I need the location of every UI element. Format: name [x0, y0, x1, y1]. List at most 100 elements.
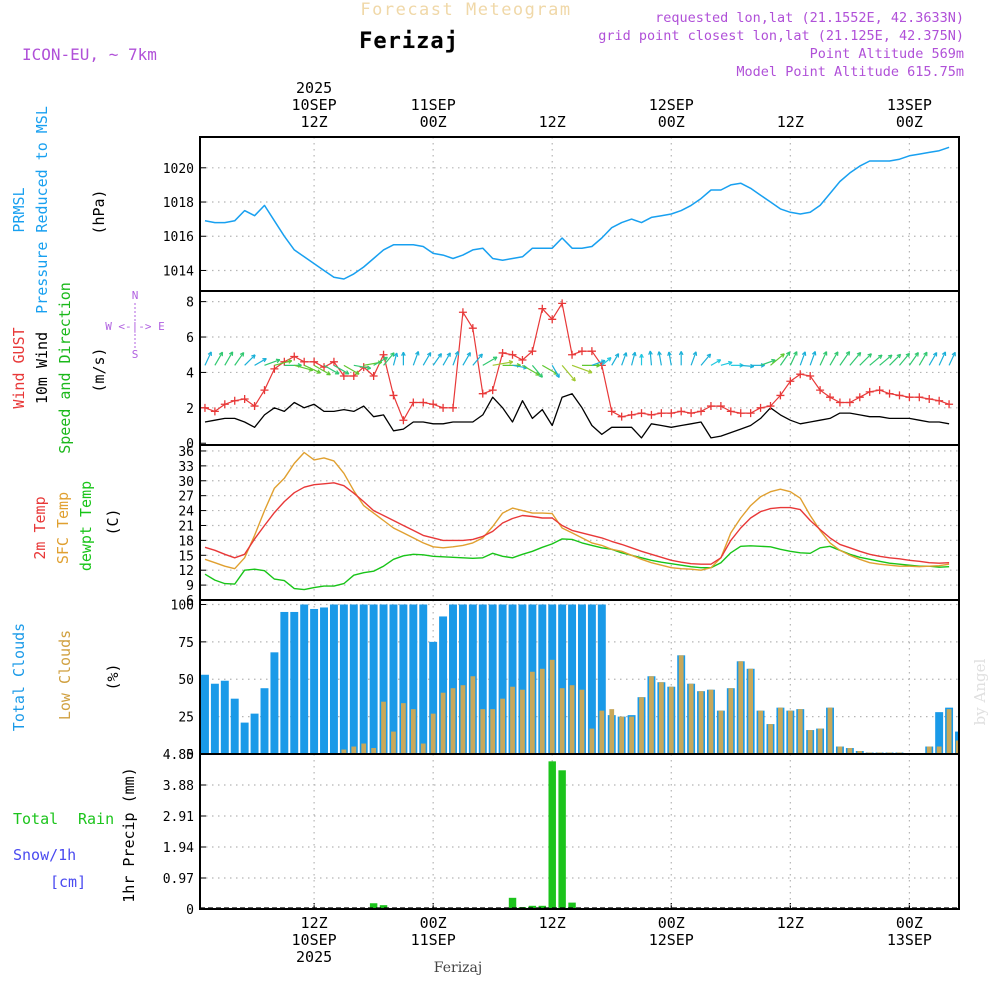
gust-marker [697, 407, 706, 416]
wind-arrow-shaft [522, 364, 540, 376]
total-cloud-bar [349, 604, 358, 754]
gust-marker [607, 407, 616, 416]
wind-arrow-head [492, 356, 498, 361]
total-clouds-label: Total Clouds [10, 623, 28, 731]
rain-bar [538, 905, 547, 909]
low-cloud-bar [480, 709, 486, 754]
time-axis-label: 13SEP [887, 96, 932, 114]
total-cloud-bar [587, 604, 596, 754]
low-cloud-bar [738, 661, 744, 754]
total-cloud-bar [478, 604, 487, 754]
wind-arrow-shaft [621, 352, 627, 366]
wind-gust-label: Wind GUST [10, 327, 28, 408]
wind-arrow-shaft [224, 351, 234, 366]
total-cloud-bar [329, 604, 338, 754]
wind-arrow-head [823, 351, 828, 356]
y-tick-label: 27 [178, 490, 194, 505]
wind-arrow-shaft [353, 364, 371, 369]
wind-arrow-head [437, 353, 443, 358]
wind-arrow-head [811, 350, 817, 356]
wind-dir-label: Speed and Direction [56, 282, 74, 454]
total-cloud-bar [379, 604, 388, 754]
wind-arrow-shaft [938, 351, 946, 366]
low-cloud-bar [768, 724, 773, 754]
wind-arrow-shaft [571, 364, 593, 374]
gust-marker [577, 347, 586, 356]
gust-marker [855, 393, 864, 402]
panel-frame [199, 753, 960, 910]
wind-arrow-head [951, 351, 956, 357]
wind-gust-line [204, 302, 950, 421]
precip-unit: 1hr Precip (mm) [120, 767, 138, 902]
low-cloud-bar [549, 659, 555, 754]
footer-location: Ferizaj [434, 960, 482, 976]
low-cloud-bar [430, 713, 436, 754]
wind-panel: 0 2 4 6 8 [186, 290, 960, 452]
total-cloud-bar [449, 604, 457, 754]
wind-arrow-head [896, 353, 902, 359]
gust-marker [210, 407, 219, 416]
time-axis-label: 00Z [420, 113, 447, 131]
wind-arrow-head [639, 353, 644, 358]
low-cloud-bar [361, 743, 367, 754]
low-cloud-bar [708, 689, 714, 754]
total-cloud-bar [300, 604, 309, 754]
total-cloud-bar [280, 611, 289, 754]
wind-arrow-shaft [779, 351, 791, 366]
wind-arrow-head [207, 351, 212, 356]
wind-arrow-shaft [432, 353, 442, 366]
gust-marker [538, 304, 547, 313]
wind-arrow-shaft [908, 352, 919, 366]
y-tick-label: 4.85 [163, 748, 194, 763]
gust-marker [508, 350, 517, 359]
wind-arrow-shaft [928, 352, 938, 366]
gust-marker [627, 410, 636, 419]
low-cloud-bar [748, 668, 754, 754]
y-tick-label: 12 [178, 564, 194, 579]
wind-arrow-shaft [658, 351, 662, 366]
wind-arrow-shaft [668, 351, 672, 366]
low-cloud-bar [391, 731, 396, 754]
gust-marker [349, 371, 358, 380]
low-cloud-bar [847, 748, 853, 754]
time-axis-label: 2025 [296, 948, 332, 966]
wind-arrow-head [446, 352, 451, 357]
gust-marker [429, 400, 438, 409]
wind-arrow-shaft [383, 352, 395, 366]
wind-arrow-shaft [869, 354, 883, 366]
wind-arrow-shaft [274, 360, 292, 366]
cloud-unit: (%) [104, 663, 122, 690]
total-cloud-bar [320, 607, 328, 754]
y-tick-label: 3.88 [163, 779, 194, 794]
low-cloud-bar [946, 709, 952, 754]
wind-arrow-head [228, 351, 234, 356]
y-tick-label: 36 [178, 445, 194, 460]
wind-arrow-shaft [422, 352, 432, 366]
wind-arrow-head [251, 354, 256, 359]
gust-marker [875, 386, 884, 395]
gust-marker [766, 402, 775, 411]
low-cloud-bar [341, 749, 347, 754]
time-axis-label: 12SEP [649, 931, 694, 949]
wind-arrow-head [786, 351, 791, 356]
low-cloud-bar [609, 709, 615, 754]
y-tick-label: 1018 [163, 196, 194, 211]
low-cloud-bar [778, 707, 783, 754]
low-cloud-bar [807, 730, 813, 754]
wind-arrow-head [606, 357, 612, 362]
gust-marker [488, 386, 497, 395]
pressure-panel: 1014 1016 1018 1020 [163, 136, 960, 292]
total-cloud-bar [210, 683, 219, 754]
low-cloud-bar [728, 688, 734, 754]
gust-marker [458, 308, 467, 317]
gust-marker [300, 357, 309, 366]
wind-arrow-shaft [254, 358, 267, 366]
time-axis-label: 12SEP [649, 96, 694, 114]
low-cloud-bar [539, 668, 545, 754]
wind-arrow-shaft [879, 354, 893, 366]
gust-marker [528, 347, 537, 356]
total-cloud-bar [518, 604, 527, 754]
time-axis-label: 2025 [296, 79, 332, 97]
